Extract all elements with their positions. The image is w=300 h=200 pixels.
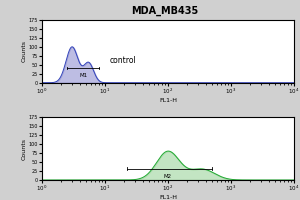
Text: control: control bbox=[110, 56, 137, 65]
Text: M1: M1 bbox=[79, 73, 87, 78]
X-axis label: FL1-H: FL1-H bbox=[159, 195, 177, 200]
Text: M2: M2 bbox=[164, 174, 172, 179]
Text: MDA_MB435: MDA_MB435 bbox=[131, 6, 199, 16]
Y-axis label: Counts: Counts bbox=[22, 40, 27, 62]
Y-axis label: Counts: Counts bbox=[22, 138, 27, 160]
X-axis label: FL1-H: FL1-H bbox=[159, 98, 177, 103]
